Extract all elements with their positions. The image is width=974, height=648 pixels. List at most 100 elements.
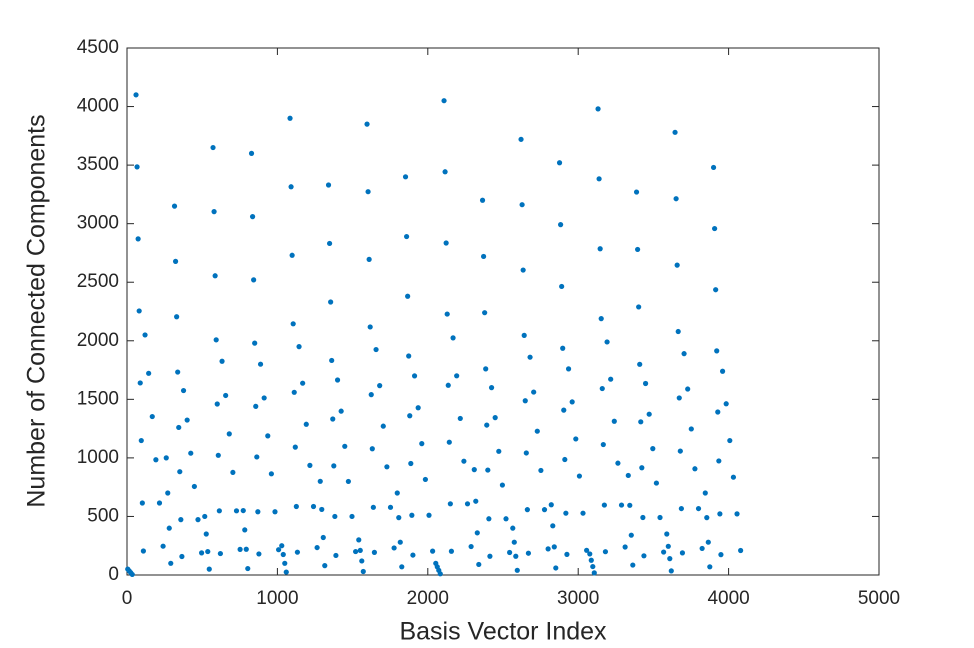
point [255,509,261,515]
point [448,548,455,554]
point [178,517,184,523]
point [628,532,634,538]
point [482,310,488,316]
point [156,500,163,506]
point [525,550,532,556]
point [485,467,491,473]
point [565,366,572,372]
point [280,551,286,558]
point [329,357,335,364]
y-tick-label: 2500 [77,271,119,292]
point [359,558,365,564]
point [523,450,529,456]
point [243,546,249,552]
point [443,240,449,246]
point [538,467,544,474]
point [387,504,394,510]
point [476,561,482,568]
point [406,353,412,359]
point [175,369,181,375]
point [558,222,564,228]
point [138,437,144,444]
point [486,516,492,522]
point [180,387,187,394]
point [681,351,687,357]
point [716,458,722,464]
point [226,431,232,437]
point [474,530,480,536]
point [213,337,219,343]
point [394,490,400,496]
point [402,174,409,180]
point [580,510,586,516]
point [640,514,646,521]
point [202,513,208,520]
x-tick-label: 2000 [407,588,449,609]
point [142,332,148,338]
point [653,480,660,486]
point [184,417,190,423]
point [718,552,724,558]
point [450,335,456,341]
point [342,443,348,449]
point [268,471,274,477]
point [367,324,373,330]
y-tick-label: 2000 [77,330,119,351]
point [611,418,617,424]
point [403,233,410,240]
point [484,422,490,428]
point [242,527,248,533]
point [139,500,145,506]
point [240,507,246,514]
point [290,321,296,327]
point [396,515,402,521]
point [550,523,556,529]
point [292,444,298,450]
point [642,380,649,387]
point [688,426,694,432]
point [140,548,146,554]
point [551,544,557,550]
point [518,136,524,142]
point [176,424,182,431]
point [437,571,443,577]
point [715,409,721,415]
point [699,545,705,552]
point [415,405,421,411]
point [576,473,583,479]
point [601,502,607,508]
point [563,510,569,516]
point [636,304,642,310]
point [177,469,183,475]
point [283,569,289,575]
point [488,385,495,391]
point [279,543,285,549]
point [676,395,682,401]
point [569,399,575,405]
point [692,466,698,472]
point [223,392,229,399]
point [705,539,711,545]
point [195,517,201,523]
point [287,115,293,121]
point [573,436,579,442]
point [561,407,567,413]
point [320,534,326,541]
point [300,380,306,386]
point [499,482,505,488]
point [146,370,152,376]
point [702,490,708,496]
point [707,564,713,570]
point [322,563,328,569]
point [384,464,390,470]
point [296,344,302,350]
y-tick-label: 4000 [77,96,119,117]
point [468,543,474,550]
point [153,457,159,463]
point [172,258,179,264]
point [638,419,644,425]
point [248,150,255,156]
point [245,565,251,572]
point [210,144,216,151]
point [136,308,142,314]
